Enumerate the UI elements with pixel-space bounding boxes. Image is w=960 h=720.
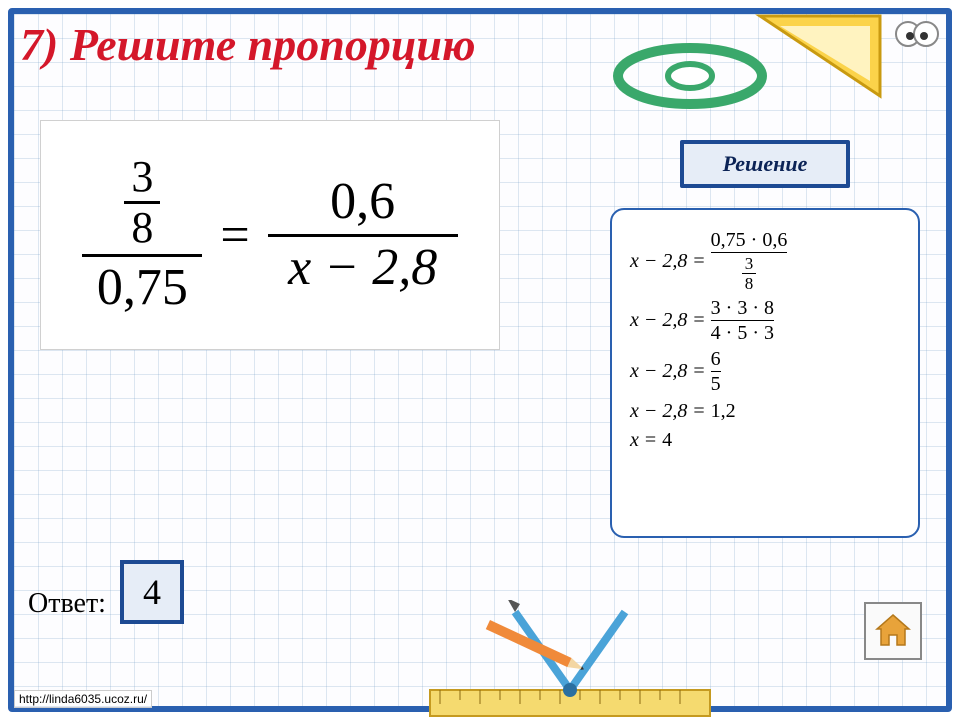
equation-box: 3 8 0,75 = 0,6 x − 2,8 <box>40 120 500 350</box>
eq-right-num: 0,6 <box>330 175 395 230</box>
eq-right-den: x − 2,8 <box>288 241 437 296</box>
step-equals: = <box>693 309 704 332</box>
step-rhs: 3 · 3 · 84 · 5 · 3 <box>711 298 774 343</box>
source-url: http://linda6035.ucoz.ru/ <box>14 690 152 708</box>
step-equals: = <box>693 250 704 273</box>
solution-panel: x − 2,8 = 0,75 · 0,638x − 2,8 = 3 · 3 · … <box>610 208 920 538</box>
slide-title: 7) Решите пропорцию <box>20 18 476 71</box>
proportion-equation: 3 8 0,75 = 0,6 x − 2,8 <box>82 155 457 316</box>
home-button[interactable] <box>864 602 922 660</box>
step-lhs: x − 2,8 <box>630 309 687 332</box>
equals-sign: = <box>220 206 249 265</box>
solution-step: x = 4 <box>630 429 900 452</box>
eq-left-num-bot: 8 <box>131 206 153 250</box>
solution-step: x − 2,8 = 3 · 3 · 84 · 5 · 3 <box>630 298 900 343</box>
step-rhs: 0,75 · 0,638 <box>711 230 788 292</box>
solution-button-label: Решение <box>723 151 808 177</box>
solution-button[interactable]: Решение <box>680 140 850 188</box>
step-equals: = <box>693 360 704 383</box>
step-equals: = <box>693 400 704 423</box>
step-lhs: x − 2,8 <box>630 250 687 273</box>
step-rhs: 4 <box>662 429 672 452</box>
step-lhs: x − 2,8 <box>630 360 687 383</box>
step-lhs: x − 2,8 <box>630 400 687 423</box>
home-icon <box>873 611 913 651</box>
step-rhs: 65 <box>711 349 721 394</box>
solution-step: x − 2,8 = 0,75 · 0,638 <box>630 230 900 292</box>
step-equals: = <box>645 429 656 452</box>
solution-step: x − 2,8 = 65 <box>630 349 900 394</box>
answer-value: 4 <box>143 571 161 613</box>
step-lhs: x <box>630 429 639 452</box>
eq-left-num-top: 3 <box>131 155 153 199</box>
eq-left-den: 0,75 <box>97 261 188 316</box>
step-rhs: 1,2 <box>711 400 736 423</box>
solution-step: x − 2,8 = 1,2 <box>630 400 900 423</box>
answer-value-box: 4 <box>120 560 184 624</box>
answer-label: Ответ: <box>28 588 106 620</box>
